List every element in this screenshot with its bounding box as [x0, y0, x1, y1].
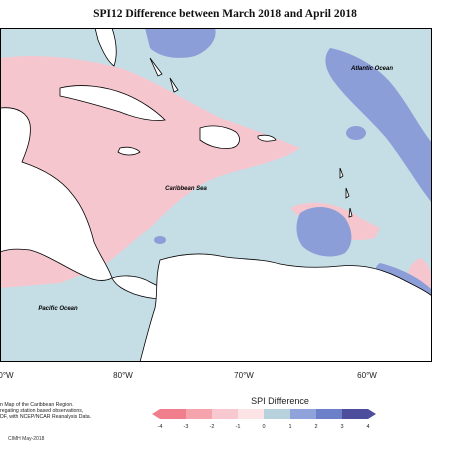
- land-lesser-antilles: [339, 167, 353, 218]
- legend-tick-label: -2: [210, 424, 215, 430]
- legend-swatch: [160, 409, 186, 419]
- longitude-tick-70w: 70°W: [234, 371, 254, 380]
- legend-tick-label: 4: [366, 424, 369, 430]
- description-line-1: n Map of the Caribbean Region.: [0, 402, 74, 408]
- land-south-america: [139, 253, 432, 362]
- label-caribbean-sea: Caribbean Sea: [165, 186, 207, 192]
- legend-swatch: [264, 409, 290, 419]
- land-puerto-rico: [257, 134, 277, 142]
- credit-text: CIMH May-2018: [8, 436, 45, 442]
- legend-swatch: [290, 409, 316, 419]
- landmasses: [0, 28, 432, 362]
- spi-difference-map: Atlantic Ocean Caribbean Sea Pacific Oce…: [0, 28, 432, 362]
- land-yucatan-centralamerica: [0, 107, 113, 281]
- land-bahamas: [149, 57, 179, 93]
- label-pacific-ocean: Pacific Ocean: [38, 306, 78, 312]
- description-line-3: DF, with NCEP/NCAR Reanalysis Data.: [0, 414, 92, 421]
- longitude-tick-60w: 60°W: [357, 371, 377, 380]
- legend-colorbar: -4 -3 -2 -1 0 1 2 3 4: [152, 409, 376, 430]
- land-cuba: [59, 85, 166, 121]
- legend-arrow-left: [152, 409, 160, 419]
- land-hispaniola: [199, 125, 240, 149]
- map-description: n Map of the Caribbean Region. regating …: [0, 402, 140, 421]
- legend-tick-label: -4: [158, 424, 163, 430]
- legend-tick-label: 1: [288, 424, 291, 430]
- legend-swatch: [212, 409, 238, 419]
- legend-tick-label: 2: [314, 424, 317, 430]
- positive-anomaly-antilles: [296, 206, 352, 257]
- land-jamaica: [117, 146, 141, 156]
- legend-swatch: [186, 409, 212, 419]
- positive-anomaly-spot-small: [154, 236, 166, 244]
- legend-title: SPI Difference: [251, 396, 309, 406]
- legend-tick-label: 0: [262, 424, 265, 430]
- legend-tick-label: -3: [184, 424, 189, 430]
- positive-anomaly-north: [145, 28, 216, 58]
- description-line-2: regating station based observations,: [0, 408, 84, 415]
- positive-anomaly-atlantic-band: [325, 48, 432, 203]
- legend-swatch: [238, 409, 264, 419]
- legend-tick-label: -1: [236, 424, 241, 430]
- land-florida: [94, 28, 117, 67]
- positive-anomaly-spot: [346, 126, 366, 140]
- legend-arrow-right: [368, 409, 376, 419]
- legend-swatch: [316, 409, 342, 419]
- map-title: SPI12 Difference between March 2018 and …: [93, 8, 357, 20]
- legend-swatch: [342, 409, 368, 419]
- legend-tick-label: 3: [340, 424, 343, 430]
- longitude-tick-partial: 0°W: [0, 371, 14, 380]
- label-atlantic-ocean: Atlantic Ocean: [350, 66, 393, 72]
- longitude-tick-80w: 80°W: [113, 371, 133, 380]
